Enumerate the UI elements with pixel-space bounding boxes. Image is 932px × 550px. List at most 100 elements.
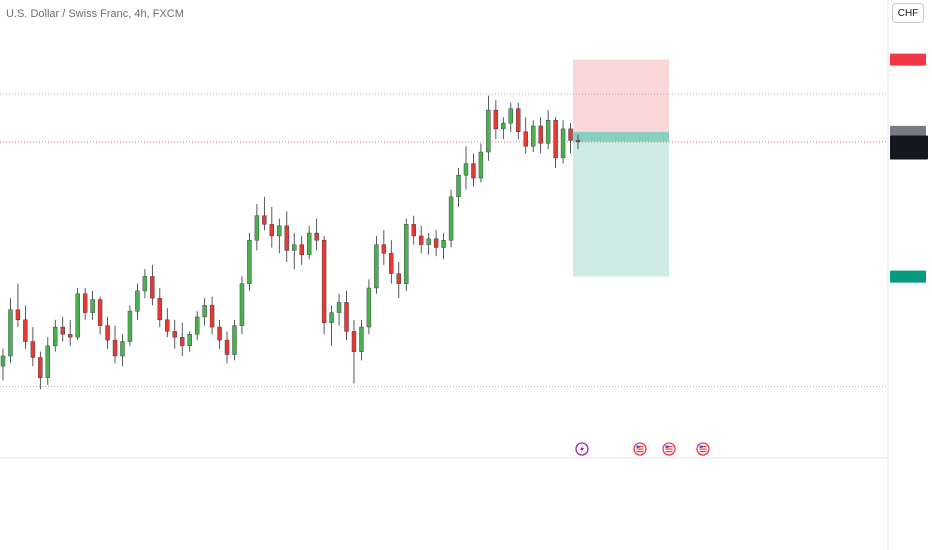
candle-body	[418, 235, 424, 245]
candle-body	[38, 357, 43, 378]
flag-canton	[665, 445, 669, 448]
candle-body	[329, 312, 334, 323]
candle-body	[68, 334, 73, 338]
candle-body	[456, 174, 461, 198]
stop-loss-tag-bg	[890, 53, 926, 66]
candle-body	[262, 215, 267, 225]
candle-body	[292, 244, 297, 251]
candle-body	[374, 244, 379, 289]
candle-body	[8, 309, 13, 357]
candle-body	[112, 339, 118, 357]
candle-body	[568, 128, 573, 141]
candle-body	[493, 109, 499, 130]
candle-body	[30, 341, 36, 358]
candle-body	[0, 355, 6, 367]
candle-body	[389, 253, 394, 274]
candle-body	[165, 319, 170, 332]
candle-body	[142, 276, 148, 292]
candle-body	[135, 290, 140, 312]
candle-body	[45, 345, 51, 378]
candle-body	[523, 131, 528, 147]
last-price-tag-bg	[890, 135, 928, 160]
candle-body	[299, 244, 304, 255]
candle-body	[314, 232, 319, 241]
candle-body	[97, 299, 103, 326]
candle-body	[15, 309, 21, 321]
candle-body	[478, 151, 484, 179]
take-profit-zone	[573, 131, 669, 277]
candle-body	[127, 310, 133, 342]
candle-body	[82, 293, 88, 313]
candle-body	[90, 299, 95, 313]
candle-body	[75, 293, 80, 338]
candle-body	[120, 341, 125, 357]
candle-body	[232, 325, 237, 355]
candle-body	[247, 240, 252, 284]
candle-body	[239, 283, 245, 326]
candle-body	[426, 238, 431, 245]
candle-body	[448, 196, 454, 241]
candle-body	[366, 287, 372, 328]
candle-body	[157, 297, 163, 321]
candle-body	[306, 232, 312, 255]
flag-stripe	[636, 448, 644, 450]
candle-body	[463, 163, 469, 176]
candle-body	[508, 108, 513, 124]
candle-body	[344, 302, 349, 332]
candle-body	[396, 273, 401, 284]
candle-body	[433, 238, 439, 248]
flag-stripe	[636, 451, 644, 453]
flag-stripe	[699, 446, 707, 448]
candle-body	[284, 225, 289, 251]
candle-body	[381, 244, 387, 254]
candle-body	[336, 302, 342, 313]
candle-body	[150, 276, 155, 299]
candle-body	[23, 319, 28, 342]
candle-body	[172, 331, 177, 338]
candle-body	[187, 334, 192, 347]
candle-body	[516, 108, 521, 132]
flag-stripe	[699, 451, 707, 453]
take-profit-tag-bg	[890, 270, 926, 283]
candle-body	[202, 305, 207, 318]
candle-body	[530, 125, 536, 147]
candle-body	[180, 336, 185, 347]
flag-stripe	[699, 448, 707, 450]
flag-stripe	[665, 448, 673, 450]
candle-body	[254, 215, 260, 241]
candle-body	[105, 325, 110, 341]
candle-body	[209, 305, 215, 328]
candle-body	[404, 224, 409, 284]
flag-canton	[699, 445, 703, 448]
candle-body	[53, 326, 58, 347]
lightning-icon-glyph	[580, 445, 584, 453]
candle-body	[224, 339, 230, 355]
entry-price-tag-bg	[890, 125, 926, 138]
candle-body	[486, 109, 491, 153]
flag-stripe	[665, 446, 673, 448]
candle-body	[471, 163, 476, 179]
stop-loss-zone	[573, 59, 669, 132]
candle-body	[277, 225, 282, 237]
candle-body	[359, 326, 364, 352]
candle-body	[501, 122, 506, 130]
open-profit-zone	[573, 131, 669, 142]
flag-canton	[636, 445, 640, 448]
flag-stripe	[665, 451, 673, 453]
candle-body	[411, 224, 416, 237]
candle-body	[269, 224, 275, 237]
candle-body	[441, 240, 446, 248]
candle-body	[575, 140, 581, 143]
candle-body	[538, 125, 543, 144]
currency-button[interactable]: CHF	[892, 3, 924, 23]
candle-body	[560, 128, 566, 159]
candle-body	[217, 326, 222, 341]
candle-body	[545, 120, 551, 144]
candle-body	[194, 316, 200, 335]
candle-body	[553, 120, 558, 159]
symbol-legend: U.S. Dollar / Swiss Franc, 4h, FXCM	[6, 8, 184, 20]
candle-body	[321, 240, 327, 323]
candle-body	[60, 326, 65, 335]
flag-stripe	[636, 446, 644, 448]
